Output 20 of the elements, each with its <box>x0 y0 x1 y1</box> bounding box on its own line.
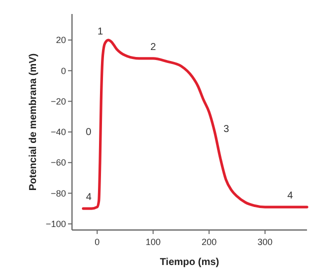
x-tick-label: 0 <box>94 237 100 247</box>
x-tick-label: 200 <box>202 237 217 247</box>
y-axis-title: Potencial de membrana (mV) <box>28 53 39 191</box>
annotation: 0 <box>86 127 92 138</box>
y-tick-label: 20 <box>56 35 66 46</box>
annotation: 2 <box>150 42 156 53</box>
y-tick-label: −80 <box>50 188 66 198</box>
y-tick-label: −40 <box>50 127 66 138</box>
annotation: 4 <box>287 190 294 202</box>
y-tick-label: 0 <box>60 66 66 76</box>
line-series <box>82 38 308 210</box>
y-tick-label: −100 <box>46 219 66 230</box>
annotation: 3 <box>223 124 230 136</box>
y-tick-label: −20 <box>50 96 66 106</box>
x-axis-title: Tiempo (ms) <box>160 257 220 268</box>
x-tick-label: 300 <box>258 237 273 247</box>
annotation: 1 <box>98 26 104 38</box>
y-tick-label: −60 <box>50 158 66 168</box>
x-tick-label: 100 <box>146 237 161 247</box>
annotation: 4 <box>86 192 92 204</box>
